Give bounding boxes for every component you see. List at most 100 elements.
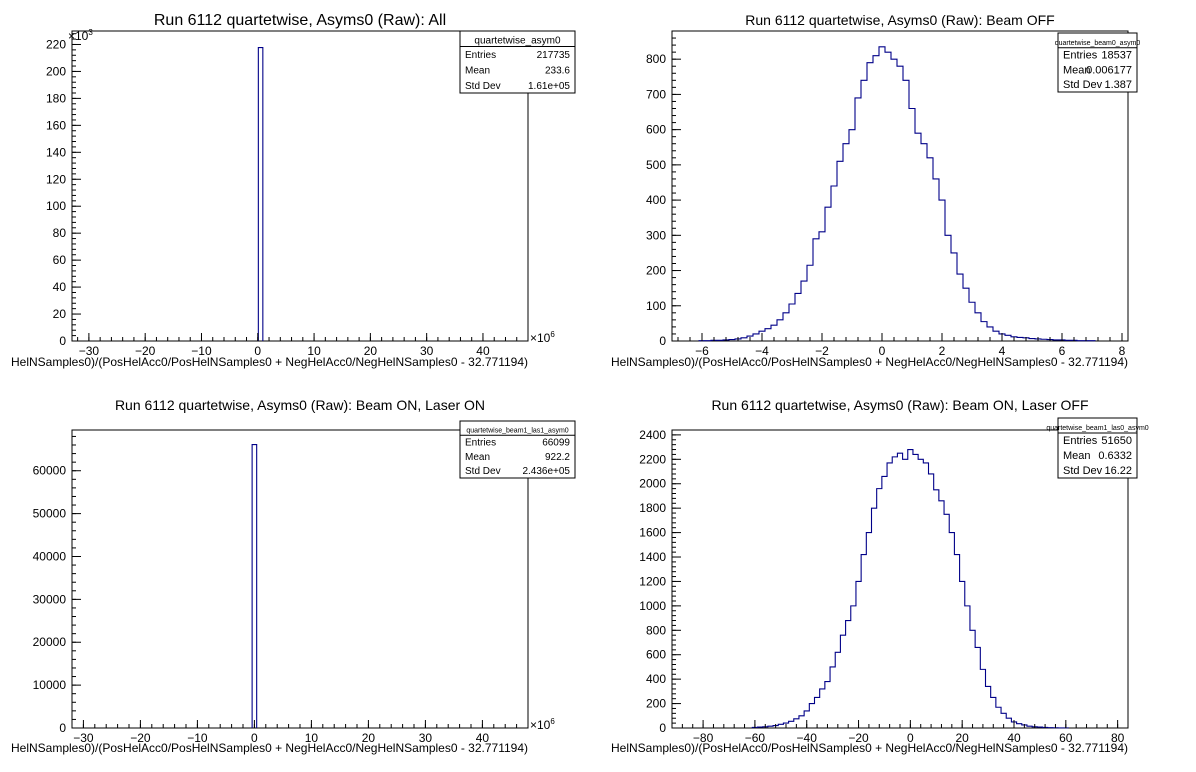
x-tick-label: −20 xyxy=(848,731,869,745)
x-tick-label: −10 xyxy=(187,731,208,745)
histogram-bin xyxy=(887,463,892,728)
histogram-bin xyxy=(991,697,996,728)
x-tick-label: −30 xyxy=(79,344,100,358)
x-tick-label: −30 xyxy=(73,731,94,745)
histogram-bin xyxy=(873,56,879,341)
histogram-bin xyxy=(837,161,843,341)
histogram-bin xyxy=(807,265,813,341)
histogram-bin xyxy=(849,130,855,341)
stats-std-value: 1.387 xyxy=(1104,79,1132,91)
y-tick-label: 1400 xyxy=(639,550,666,564)
histogram-bin xyxy=(861,80,867,341)
stats-mean-value: 922.2 xyxy=(545,452,570,463)
x-tick-label: 10 xyxy=(305,731,319,745)
stats-entries-value: 66099 xyxy=(542,438,570,449)
histogram-bin xyxy=(877,489,882,728)
y-tick-label: 600 xyxy=(646,123,666,137)
histogram-bin xyxy=(1006,718,1011,728)
y-tick-label: 1200 xyxy=(639,574,666,588)
histogram-bin xyxy=(795,293,801,341)
histogram-bin xyxy=(923,463,928,728)
stats-std-label: Std Dev xyxy=(1063,465,1103,477)
y-tick-label: 200 xyxy=(646,697,666,711)
histogram-bin xyxy=(801,281,807,341)
histogram-bin xyxy=(777,320,783,341)
x-axis: −30 −20 −10 0 10 20 30 40 xyxy=(71,720,529,745)
y-tick-label: 60 xyxy=(53,253,67,267)
histogram-bin xyxy=(1017,724,1022,728)
x-tick-label: 20 xyxy=(362,731,376,745)
y-tick-label: 1000 xyxy=(639,599,666,613)
y-tick-label: 2200 xyxy=(639,452,666,466)
histogram-panel-4: Run 6112 quartetwise, Asyms0 (Raw): Beam… xyxy=(611,397,1149,755)
y-tick-label: 0 xyxy=(659,721,666,735)
y-tick-label: 200 xyxy=(646,264,666,278)
x-tick-label: 6 xyxy=(1059,344,1066,358)
stats-std-label: Std Dev xyxy=(1063,79,1103,91)
histogram-bin xyxy=(879,47,885,341)
y-axis: 0 20 40 60 80 100 120 140 160 180 200 220 xyxy=(46,33,81,348)
x-axis-label: HelNSamples0)/(PosHelAcc0/PosHelNSamples… xyxy=(611,355,1128,369)
stats-box-frame xyxy=(459,30,576,94)
histogram-bin xyxy=(872,508,877,728)
stats-box-frame xyxy=(1057,417,1138,479)
histogram-bin xyxy=(897,453,902,728)
stats-box-frame xyxy=(459,420,576,479)
stats-std-value: 1.61e+05 xyxy=(528,81,570,92)
histogram-bin xyxy=(835,652,840,728)
stats-box: quartetwise_asym0 Entries 217735 Mean 233.6 S… xyxy=(459,30,576,94)
x-tick-label: −80 xyxy=(693,731,714,745)
histogram-bin xyxy=(970,630,975,728)
x-tick-label: −6 xyxy=(695,344,709,358)
stats-mean-value: 233.6 xyxy=(545,66,570,77)
stats-std-value: 16.22 xyxy=(1104,465,1132,477)
histogram-bin xyxy=(963,288,969,341)
histogram-bin xyxy=(846,621,851,728)
y-tick-label: 40000 xyxy=(33,549,67,563)
y-tick-label: 220 xyxy=(46,37,66,51)
x-tick-label: 2 xyxy=(939,344,946,358)
y-axis: 0 100 200 300 400 500 600 700 800 xyxy=(646,30,681,348)
y-tick-label: 800 xyxy=(646,52,666,66)
x-tick-label: 30 xyxy=(419,731,433,745)
x-multiplier: ×106 xyxy=(530,330,555,345)
x-tick-label: −10 xyxy=(191,344,212,358)
plot-frame xyxy=(71,30,529,342)
y-tick-label: 20000 xyxy=(33,635,67,649)
stats-mean-value: 0.6332 xyxy=(1098,450,1132,462)
y-tick-label: 140 xyxy=(46,145,66,159)
histogram-bin xyxy=(897,66,903,341)
x-axis: −80 −60 −40 −20 0 20 40 60 80 xyxy=(671,720,1129,745)
x-tick-label: 10 xyxy=(307,344,321,358)
histogram-bin xyxy=(843,144,849,341)
chart-title: Run 6112 quartetwise, Asyms0 (Raw): Beam… xyxy=(745,12,1054,28)
y-tick-label: 20 xyxy=(53,307,67,321)
stats-mean-label: Mean xyxy=(465,66,490,77)
histogram-line xyxy=(251,444,258,728)
x-axis-label: HelNSamples0)/(PosHelAcc0/PosHelNSamples… xyxy=(11,741,528,755)
stats-std-value: 2.436e+05 xyxy=(522,466,570,477)
x-tick-label: 80 xyxy=(1111,731,1125,745)
x-tick-label: 0 xyxy=(254,344,261,358)
stats-mean-value: 0.006177 xyxy=(1086,64,1132,76)
x-tick-label: 8 xyxy=(1119,344,1126,358)
stats-entries-value: 217735 xyxy=(537,50,571,61)
y-tick-label: 100 xyxy=(646,299,666,313)
x-tick-label: −4 xyxy=(755,344,769,358)
histogram-bin xyxy=(855,98,861,341)
histogram-bin xyxy=(851,606,856,728)
histogram-bin xyxy=(825,207,831,341)
stats-std-label: Std Dev xyxy=(465,81,501,92)
histogram-line xyxy=(751,448,1069,729)
y-tick-label: 1800 xyxy=(639,501,666,515)
chart-title: Run 6112 quartetwise, Asyms0 (Raw): All xyxy=(154,12,446,29)
stats-name: quartetwise_beam0_asym0 xyxy=(1055,40,1141,47)
histogram-line xyxy=(698,46,1096,342)
stats-entries-label: Entries xyxy=(465,438,496,449)
stats-box: quartetwise_beam0_asym0 Entries 18537 Mean0… xyxy=(1055,32,1141,93)
y-tick-label: 800 xyxy=(646,623,666,637)
histogram-bin xyxy=(892,457,897,728)
histogram-bin xyxy=(954,555,959,728)
histogram-panel-3: Run 6112 quartetwise, Asyms0 (Raw): Beam… xyxy=(11,397,576,755)
stats-mean-label: Mean xyxy=(465,452,490,463)
